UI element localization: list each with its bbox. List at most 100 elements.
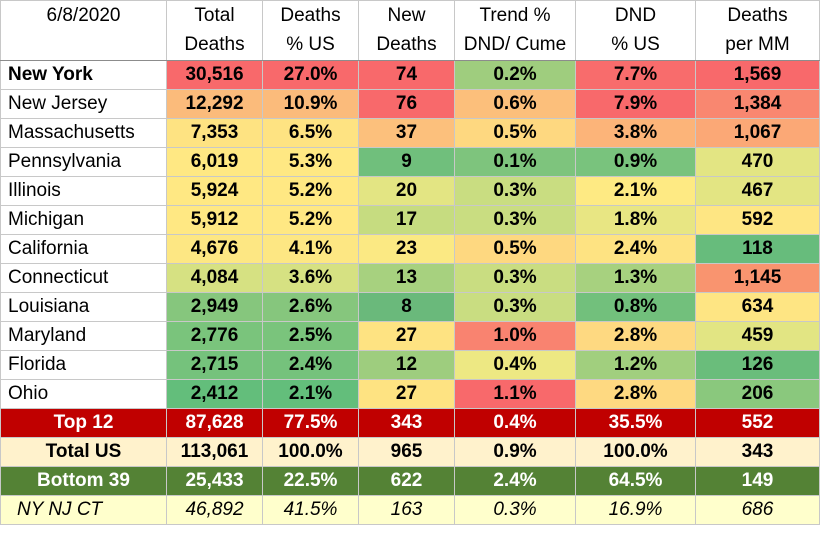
deaths-per-mm-cell: 467: [695, 176, 820, 206]
deaths-pct-us-summary-cell: 41.5%: [262, 495, 359, 525]
col-dnd-pct-us-header-line2: % US: [575, 30, 696, 61]
summary-row-nynjct: NY NJ CT 46,892 41.5% 163 0.3% 16.9% 686: [0, 495, 820, 525]
state-name: Ohio: [0, 379, 167, 409]
dnd-pct-us-cell: 2.1%: [575, 176, 696, 206]
deaths-pct-us-cell: 4.1%: [262, 234, 359, 264]
col-new-deaths-header: New: [358, 0, 455, 31]
deaths-per-mm-cell: 634: [695, 292, 820, 322]
total-deaths-cell: 2,776: [166, 321, 263, 351]
table-row: New York 30,516 27.0% 74 0.2% 7.7% 1,569: [0, 60, 820, 90]
total-deaths-summary-cell: 46,892: [166, 495, 263, 525]
deaths-per-mm-cell: 1,145: [695, 263, 820, 293]
deaths-per-mm-cell: 1,067: [695, 118, 820, 148]
deaths-pct-us-cell: 2.4%: [262, 350, 359, 380]
new-deaths-cell: 74: [358, 60, 455, 90]
dnd-pct-us-summary-cell: 16.9%: [575, 495, 696, 525]
summary-label: Bottom 39: [0, 466, 167, 496]
state-name: California: [0, 234, 167, 264]
deaths-pct-us-cell: 10.9%: [262, 89, 359, 119]
state-name: Massachusetts: [0, 118, 167, 148]
table-row: Connecticut 4,084 3.6% 13 0.3% 1.3% 1,145: [0, 263, 820, 293]
col-dnd-pct-us-header: DND: [575, 0, 696, 31]
table-row: Ohio 2,412 2.1% 27 1.1% 2.8% 206: [0, 379, 820, 409]
total-deaths-cell: 12,292: [166, 89, 263, 119]
new-deaths-cell: 17: [358, 205, 455, 235]
header-row-1: 6/8/2020 Total Deaths New Trend % DND De…: [0, 0, 820, 31]
deaths-per-mm-cell: 206: [695, 379, 820, 409]
new-deaths-cell: 20: [358, 176, 455, 206]
deaths-per-mm-cell: 1,569: [695, 60, 820, 90]
new-deaths-cell: 27: [358, 321, 455, 351]
trend-pct-cell: 0.4%: [454, 350, 576, 380]
new-deaths-cell: 12: [358, 350, 455, 380]
total-deaths-cell: 2,412: [166, 379, 263, 409]
summary-row-totalus: Total US 113,061 100.0% 965 0.9% 100.0% 343: [0, 437, 820, 467]
deaths-pct-us-cell: 5.2%: [262, 176, 359, 206]
dnd-pct-us-cell: 1.8%: [575, 205, 696, 235]
table-row: Louisiana 2,949 2.6% 8 0.3% 0.8% 634: [0, 292, 820, 322]
summary-row-bottom: Bottom 39 25,433 22.5% 622 2.4% 64.5% 149: [0, 466, 820, 496]
new-deaths-summary-cell: 343: [358, 408, 455, 438]
total-deaths-cell: 2,715: [166, 350, 263, 380]
state-name: Louisiana: [0, 292, 167, 322]
state-name: Florida: [0, 350, 167, 380]
trend-pct-summary-cell: 0.9%: [454, 437, 576, 467]
new-deaths-cell: 37: [358, 118, 455, 148]
deaths-per-mm-cell: 459: [695, 321, 820, 351]
col-trend-header-line2: DND/ Cume: [454, 30, 576, 61]
new-deaths-cell: 23: [358, 234, 455, 264]
trend-pct-cell: 0.1%: [454, 147, 576, 177]
state-name: Michigan: [0, 205, 167, 235]
deaths-pct-us-cell: 27.0%: [262, 60, 359, 90]
new-deaths-cell: 9: [358, 147, 455, 177]
table-row: Pennsylvania 6,019 5.3% 9 0.1% 0.9% 470: [0, 147, 820, 177]
total-deaths-cell: 4,676: [166, 234, 263, 264]
trend-pct-cell: 0.6%: [454, 89, 576, 119]
deaths-per-mm-cell: 470: [695, 147, 820, 177]
deaths-per-mm-summary-cell: 149: [695, 466, 820, 496]
dnd-pct-us-cell: 7.9%: [575, 89, 696, 119]
table-row: Maryland 2,776 2.5% 27 1.0% 2.8% 459: [0, 321, 820, 351]
total-deaths-cell: 5,924: [166, 176, 263, 206]
header-blank-cell: [0, 30, 167, 61]
col-deaths-per-mm-header-line2: per MM: [695, 30, 820, 61]
deaths-pct-us-cell: 2.5%: [262, 321, 359, 351]
trend-pct-cell: 0.3%: [454, 205, 576, 235]
state-name: Connecticut: [0, 263, 167, 293]
summary-label: Total US: [0, 437, 167, 467]
state-name: Illinois: [0, 176, 167, 206]
summary-label: NY NJ CT: [0, 495, 167, 525]
deaths-pct-us-cell: 2.1%: [262, 379, 359, 409]
deaths-per-mm-cell: 1,384: [695, 89, 820, 119]
dnd-pct-us-summary-cell: 35.5%: [575, 408, 696, 438]
trend-pct-summary-cell: 2.4%: [454, 466, 576, 496]
total-deaths-summary-cell: 113,061: [166, 437, 263, 467]
trend-pct-cell: 0.3%: [454, 176, 576, 206]
state-name: Maryland: [0, 321, 167, 351]
total-deaths-summary-cell: 87,628: [166, 408, 263, 438]
new-deaths-cell: 13: [358, 263, 455, 293]
col-deaths-pct-us-header-line2: % US: [262, 30, 359, 61]
dnd-pct-us-summary-cell: 64.5%: [575, 466, 696, 496]
total-deaths-cell: 5,912: [166, 205, 263, 235]
total-deaths-cell: 30,516: [166, 60, 263, 90]
trend-pct-cell: 0.3%: [454, 292, 576, 322]
deaths-pct-us-summary-cell: 77.5%: [262, 408, 359, 438]
table-row: New Jersey 12,292 10.9% 76 0.6% 7.9% 1,384: [0, 89, 820, 119]
col-total-deaths-header-line2: Deaths: [166, 30, 263, 61]
trend-pct-cell: 0.2%: [454, 60, 576, 90]
total-deaths-cell: 7,353: [166, 118, 263, 148]
deaths-per-mm-summary-cell: 686: [695, 495, 820, 525]
deaths-per-mm-cell: 126: [695, 350, 820, 380]
trend-pct-summary-cell: 0.4%: [454, 408, 576, 438]
trend-pct-cell: 1.1%: [454, 379, 576, 409]
dnd-pct-us-cell: 3.8%: [575, 118, 696, 148]
table-row: Florida 2,715 2.4% 12 0.4% 1.2% 126: [0, 350, 820, 380]
col-deaths-pct-us-header: Deaths: [262, 0, 359, 31]
col-deaths-per-mm-header: Deaths: [695, 0, 820, 31]
trend-pct-summary-cell: 0.3%: [454, 495, 576, 525]
deaths-pct-us-cell: 5.3%: [262, 147, 359, 177]
covid-deaths-table: 6/8/2020 Total Deaths New Trend % DND De…: [0, 0, 820, 525]
new-deaths-cell: 8: [358, 292, 455, 322]
deaths-pct-us-summary-cell: 22.5%: [262, 466, 359, 496]
